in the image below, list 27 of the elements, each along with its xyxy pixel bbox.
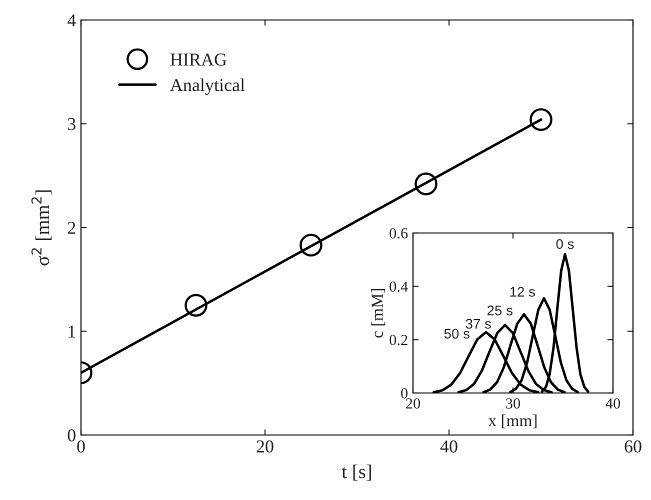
- y-tick-label: 0.6: [390, 228, 408, 239]
- y-tick-label: 0.4: [390, 281, 408, 292]
- y-tick-label: 2: [68, 222, 76, 234]
- y-tick-label: 0: [68, 429, 76, 442]
- legend-label: HIRAG: [170, 54, 226, 66]
- y-tick-label: 3: [68, 118, 76, 130]
- y-axis-title: c [mM]: [371, 289, 385, 338]
- x-tick-label: 20: [256, 440, 274, 453]
- x-tick-label: 60: [624, 440, 642, 453]
- y-tick-label: 0: [401, 388, 408, 398]
- series-label: 0 s: [556, 239, 574, 249]
- y-tick-label: 1: [68, 326, 76, 338]
- y-tick-label: 0.2: [390, 334, 408, 346]
- x-tick-label: 30: [506, 398, 520, 409]
- series-label: 12 s: [510, 286, 535, 297]
- series-label: 50 s: [444, 328, 470, 339]
- x-tick-label: 40: [606, 398, 620, 409]
- x-tick-label: 20: [406, 398, 420, 409]
- y-axis-title: σ$^{2}$ [mm$^{2}$]: [31, 190, 52, 266]
- x-axis-title: x [mm]: [488, 414, 537, 428]
- y-tick-label: 4: [67, 14, 76, 26]
- series-label: 25 s: [487, 306, 512, 316]
- x-axis-title: t [s]: [342, 464, 371, 481]
- x-tick-label: 40: [440, 440, 458, 453]
- legend-label: Analytical: [170, 78, 245, 95]
- x-tick-label: 0: [77, 440, 85, 453]
- series-label: 37 s: [466, 318, 491, 329]
